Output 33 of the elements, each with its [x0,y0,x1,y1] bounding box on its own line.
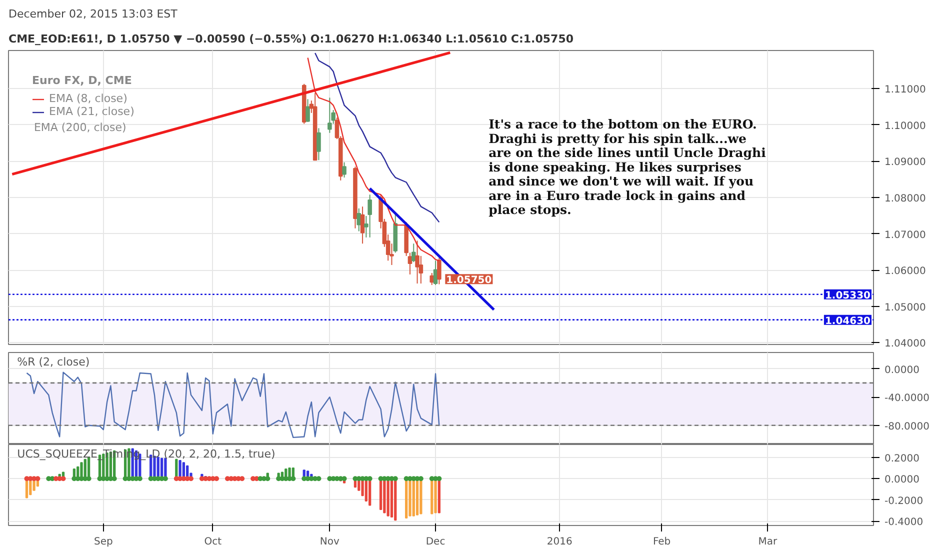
x-tick-label: Nov [320,536,340,548]
x-tick-label: Mar [758,536,778,548]
y-tick-label: -0.4000 [884,517,924,528]
x-tick-label: Oct [204,536,222,548]
annotation: 1.05750 [446,275,492,286]
legend-title: Euro FX, D, CME [32,74,133,87]
legend-label: EMA (21, close) [49,105,134,118]
y-tick-label: 1.06000 [884,266,926,278]
y-tick-label: 1.11000 [884,84,926,96]
y-tick-label: 1.04000 [884,338,926,350]
chart-subtitle: CME_EOD:E61!, D 1.05750 ▼ −0.00590 (−0.55%) O:1.06270 H:1.06340 L:1.05610 C:1.05750 [8,32,574,46]
annotation: It's a race to the bottom on the EURO. Draghi is pretty for his spin talk...we are on the side lines until Uncle Draghi is done speaking. He likes surprises and since we don't we will wait. If you are in a Euro trade lock in gains and place stops. [488,116,766,218]
y-tick-label: 0.0000 [884,364,920,376]
x-tick-label: Feb [652,536,671,548]
y-tick-label: 1.05000 [884,302,926,314]
x-tick-label: Sep [94,536,113,548]
legend-label: EMA (8, close) [49,92,128,105]
x-tick-label: Dec [426,536,446,548]
x-tick-label: 2016 [546,536,572,548]
chart-title: December 02, 2015 13:03 EST [8,8,178,20]
y-tick-label: -80.0000 [884,421,930,432]
y-tick-label: 1.07000 [884,230,926,241]
y-tick-label: 0.0000 [884,474,920,486]
ref-line-label: 1.04630 [824,316,871,327]
y-tick-label: -0.2000 [884,496,924,507]
ref-line-label: 1.05330 [824,290,871,302]
y-tick-label: 1.10000 [884,120,926,132]
annotation: EMA (200, close) [34,121,126,134]
y-tick-label: 1.08000 [884,194,926,204]
y-tick-label: 1.09000 [884,157,926,168]
annotation: %R (2, close) [17,356,90,368]
y-tick-label: 0.2000 [884,453,920,464]
y-tick-label: -40.0000 [884,393,930,404]
